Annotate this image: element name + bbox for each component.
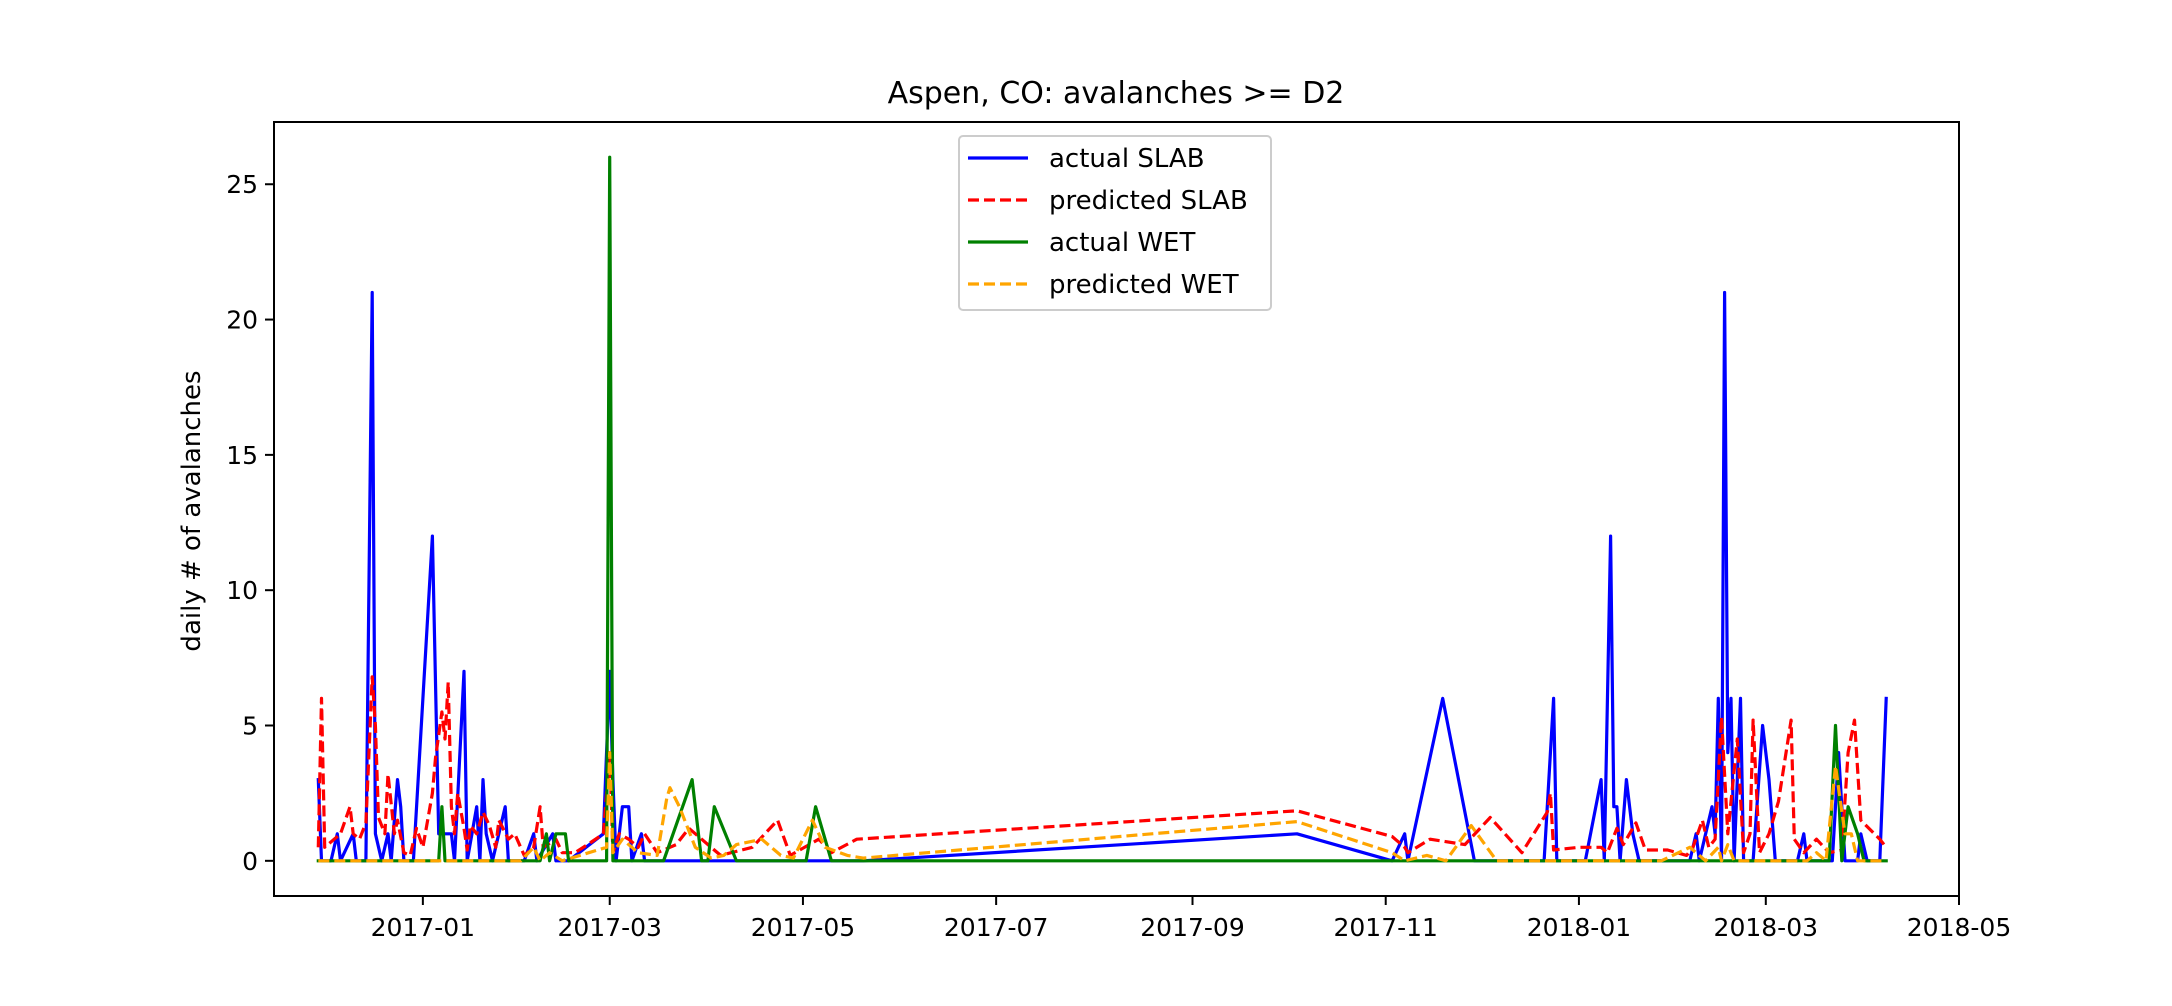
legend-box	[958, 135, 1272, 311]
legend-label-actual-slab: actual SLAB	[1049, 144, 1205, 174]
legend: actual SLAB predicted SLAB actual WET predi…	[958, 135, 1272, 311]
series-layer	[316, 155, 1888, 863]
chart-title: Aspen, CO: avalanches >= D2	[888, 76, 1345, 111]
x-tick-label: 2017-11	[1333, 913, 1437, 942]
x-tick-label: 2018-03	[1714, 913, 1818, 942]
y-axis-label: daily # of avalanches	[177, 370, 207, 651]
series-line-predicted-wet	[318, 751, 1887, 863]
y-tick-label: 10	[226, 576, 258, 605]
legend-label-predicted-slab: predicted SLAB	[1049, 186, 1248, 216]
x-tick-label: 2017-05	[751, 913, 855, 942]
y-tick-label: 0	[242, 847, 258, 876]
x-tick-label: 2018-05	[1907, 913, 2011, 942]
y-tick-label: 25	[226, 170, 258, 199]
x-tick-label: 2018-01	[1527, 913, 1631, 942]
y-tick-label: 15	[226, 441, 258, 470]
y-tick-label: 20	[226, 306, 258, 335]
y-tick-label: 5	[242, 712, 258, 741]
series-line-actual-wet	[316, 155, 1888, 863]
legend-label-predicted-wet: predicted WET	[1049, 270, 1239, 300]
x-tick-label: 2017-01	[371, 913, 475, 942]
axes-layer: 2017-01 2017-03 2017-05 2017-07 2017-09 2017-…	[226, 121, 2011, 942]
x-tick-label: 2017-09	[1140, 913, 1244, 942]
x-tick-label: 2017-03	[557, 913, 661, 942]
plot-frame	[273, 121, 1960, 897]
legend-label-actual-wet: actual WET	[1049, 228, 1195, 258]
x-tick-label: 2017-07	[944, 913, 1048, 942]
